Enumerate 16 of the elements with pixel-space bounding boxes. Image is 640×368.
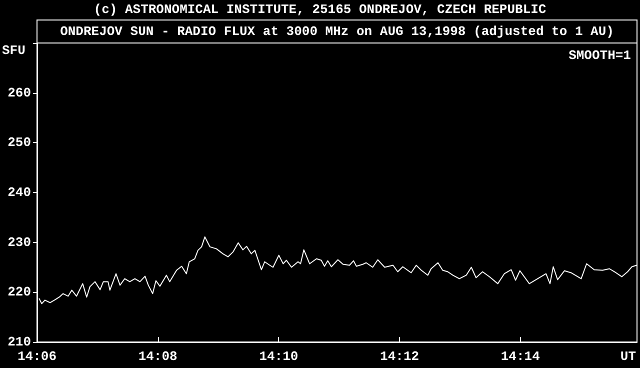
- x-axis-title: UT: [620, 349, 636, 364]
- x-tick-label: 14:14: [500, 349, 540, 364]
- chart-subtitle: (c) ASTRONOMICAL INSTITUTE, 25165 ONDREJOV, CZECH REPUBLIC: [94, 2, 546, 17]
- y-tick-label: 240: [8, 185, 32, 200]
- y-tick-label: 260: [8, 85, 32, 100]
- x-tick-label: 14:08: [138, 349, 178, 364]
- y-tick-label: 230: [8, 234, 32, 250]
- x-tick-label: 14:06: [17, 349, 57, 364]
- y-tick-label: 220: [8, 284, 32, 300]
- chart-title: ONDREJOV SUN - RADIO FLUX at 3000 MHz on AUG 13,1998 (adjusted to 1 AU): [60, 24, 614, 39]
- y-tick-label: 250: [8, 135, 32, 150]
- y-axis-title: SFU: [2, 43, 26, 58]
- x-tick-label: 14:10: [259, 349, 298, 364]
- annotation: SMOOTH=1: [568, 48, 632, 63]
- y-tick-label: 210: [8, 334, 32, 350]
- x-tick-label: 14:12: [380, 349, 420, 364]
